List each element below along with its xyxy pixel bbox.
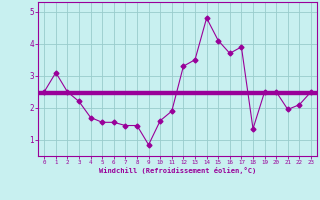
- X-axis label: Windchill (Refroidissement éolien,°C): Windchill (Refroidissement éolien,°C): [99, 167, 256, 174]
